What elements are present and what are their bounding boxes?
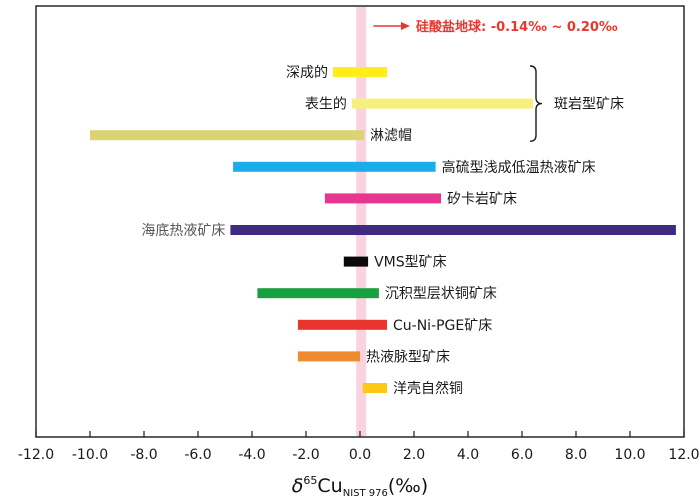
x-axis-label-base: Cu [317, 475, 342, 497]
range-bar [362, 383, 387, 393]
x-tick-label: 6.0 [511, 447, 533, 463]
range-bar [343, 256, 369, 267]
bar-label: 热液脉型矿床 [366, 349, 450, 365]
x-ticks-group: -12.0 -10.0 -8.0 -6.0 -4.0 -2.0 0.0 2.0 4.0 6.0 8.… [18, 431, 700, 463]
x-axis-label-unit: (‰) [388, 475, 428, 497]
bar-label: 洋壳自然铜 [393, 380, 463, 397]
range-bar [257, 288, 379, 299]
bar-label: 深成的 [286, 65, 328, 81]
bars-group [90, 67, 676, 393]
bar-label: 表生的 [305, 97, 347, 113]
x-axis-label-subscript: NIST 976 [343, 488, 388, 499]
range-bar [324, 193, 441, 204]
bar-label: 淋滤帽 [370, 128, 412, 144]
porphyry-group-label: 斑岩型矿床 [554, 97, 624, 113]
bar-label: Cu-Ni-PGE矿床 [393, 318, 492, 334]
x-tick-label: 10.0 [614, 447, 645, 463]
x-tick-label: 4.0 [457, 447, 479, 463]
bar-label: 海底热液矿床 [141, 223, 225, 239]
x-tick-label: -12.0 [18, 447, 54, 463]
x-tick-label: -4.0 [238, 447, 265, 463]
x-axis-label: δ65CuNIST 976(‰) [292, 474, 428, 499]
bar-label: 矽卡岩矿床 [447, 191, 517, 207]
x-tick-label: 0.0 [349, 447, 371, 463]
x-tick-label: -10.0 [72, 447, 108, 463]
range-bar [333, 67, 387, 77]
x-tick-label: 8.0 [565, 447, 587, 463]
range-bar [230, 225, 676, 235]
x-tick-label: 2.0 [403, 447, 425, 463]
x-tick-label: -6.0 [184, 447, 211, 463]
x-axis-label-symbol: δ [292, 475, 304, 497]
range-bar [351, 98, 533, 109]
x-axis-label-superscript: 65 [303, 474, 317, 487]
porphyry-bracket [529, 65, 543, 142]
silicate-earth-band [356, 7, 367, 436]
range-bar [90, 130, 365, 141]
range-bar [233, 161, 436, 172]
range-bar [297, 351, 360, 362]
x-tick-label: -2.0 [292, 447, 319, 463]
x-tick-label: -8.0 [130, 447, 157, 463]
bar-label: VMS型矿床 [374, 255, 447, 271]
x-tick-label: 12.0 [668, 447, 699, 463]
bar-label: 高硫型浅成低温热液矿床 [442, 159, 596, 176]
bar-label: 沉积型层状铜矿床 [385, 286, 497, 302]
silicate-earth-label: 硅酸盐地球: -0.14‰ ~ 0.20‰ [416, 19, 618, 35]
range-bar [297, 319, 387, 330]
silicate-earth-arrowhead [401, 22, 410, 30]
